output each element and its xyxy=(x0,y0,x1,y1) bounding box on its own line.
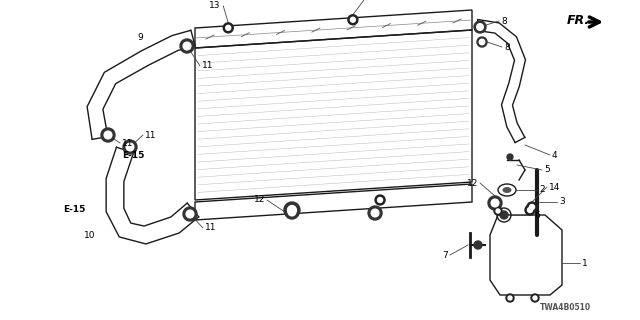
Text: 12: 12 xyxy=(253,196,265,204)
Circle shape xyxy=(529,204,534,210)
Circle shape xyxy=(371,209,379,217)
Circle shape xyxy=(507,154,513,160)
Circle shape xyxy=(123,140,137,154)
Text: 4: 4 xyxy=(552,150,557,159)
Circle shape xyxy=(287,205,296,214)
Circle shape xyxy=(474,21,486,33)
Circle shape xyxy=(527,202,537,212)
Circle shape xyxy=(506,294,514,302)
Text: 11: 11 xyxy=(145,131,157,140)
Circle shape xyxy=(474,241,482,249)
Text: 3: 3 xyxy=(559,197,564,206)
Text: 10: 10 xyxy=(83,230,95,239)
Circle shape xyxy=(488,196,502,210)
Circle shape xyxy=(288,208,296,216)
Text: 1: 1 xyxy=(582,259,588,268)
Circle shape xyxy=(368,206,382,220)
Text: 14: 14 xyxy=(549,182,561,191)
Circle shape xyxy=(350,17,355,22)
Circle shape xyxy=(183,42,191,50)
Circle shape xyxy=(285,205,299,219)
Circle shape xyxy=(183,207,197,221)
Circle shape xyxy=(375,195,385,205)
Circle shape xyxy=(494,207,502,215)
Text: 9: 9 xyxy=(137,34,143,43)
Circle shape xyxy=(104,131,112,139)
Text: 2: 2 xyxy=(539,186,545,195)
Text: FR.: FR. xyxy=(566,13,589,27)
Text: 11: 11 xyxy=(122,139,134,148)
Circle shape xyxy=(223,23,233,33)
Text: 8: 8 xyxy=(504,43,509,52)
Text: E-15: E-15 xyxy=(63,205,85,214)
Text: 11: 11 xyxy=(202,61,214,70)
Text: 13: 13 xyxy=(209,1,220,10)
Circle shape xyxy=(101,128,115,142)
Circle shape xyxy=(378,197,383,203)
Circle shape xyxy=(527,207,532,212)
Text: E-15: E-15 xyxy=(122,151,145,161)
Circle shape xyxy=(186,210,194,218)
Circle shape xyxy=(284,202,300,218)
Circle shape xyxy=(226,25,231,30)
Circle shape xyxy=(477,37,487,47)
Circle shape xyxy=(180,39,194,53)
Circle shape xyxy=(491,199,499,207)
Text: 6: 6 xyxy=(534,211,540,220)
Text: 11: 11 xyxy=(205,223,216,233)
Text: 12: 12 xyxy=(467,179,478,188)
Circle shape xyxy=(496,209,500,213)
Ellipse shape xyxy=(502,187,511,193)
Circle shape xyxy=(531,294,539,302)
Text: 7: 7 xyxy=(442,251,448,260)
Circle shape xyxy=(533,296,537,300)
Circle shape xyxy=(348,15,358,25)
Text: 8: 8 xyxy=(501,17,507,26)
Circle shape xyxy=(126,143,134,151)
Text: TWA4B0510: TWA4B0510 xyxy=(540,303,591,313)
Text: 5: 5 xyxy=(544,165,550,174)
Circle shape xyxy=(479,39,484,45)
Circle shape xyxy=(500,211,508,219)
Circle shape xyxy=(508,296,512,300)
Circle shape xyxy=(477,24,483,30)
Circle shape xyxy=(525,205,535,215)
